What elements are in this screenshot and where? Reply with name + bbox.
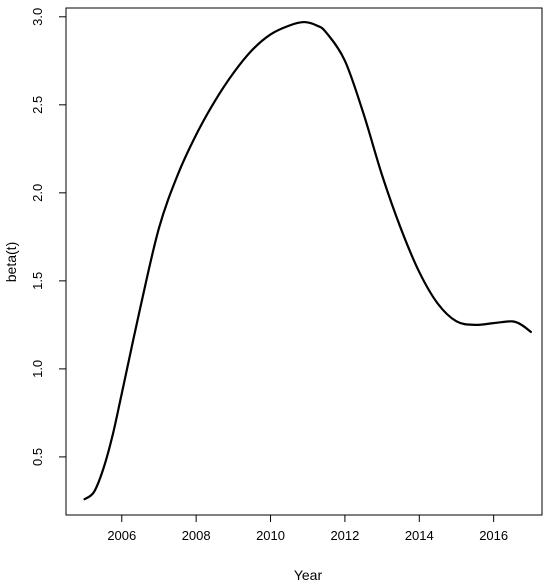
x-tick-label: 2012 (330, 528, 359, 543)
plot-frame (65, 7, 543, 516)
y-tick-label: 3.0 (30, 8, 45, 26)
x-tick-label: 2008 (182, 528, 211, 543)
y-tick-label: 1.0 (30, 360, 45, 378)
y-tick-label: 2.5 (30, 96, 45, 114)
x-tick-label: 2016 (479, 528, 508, 543)
y-tick-label: 1.5 (30, 272, 45, 290)
y-axis-label: beta(t) (3, 242, 19, 282)
x-tick-label: 2006 (107, 528, 136, 543)
x-axis: 2006 2008 2010 2012 2014 2016 (107, 515, 508, 543)
y-tick-label: 0.5 (30, 448, 45, 466)
y-tick-label: 2.0 (30, 184, 45, 202)
series-line-beta (83, 20, 532, 501)
x-tick-label: 2014 (405, 528, 434, 543)
x-tick-label: 2010 (256, 528, 285, 543)
x-axis-label: Year (294, 567, 323, 583)
y-axis: 0.5 1.0 1.5 2.0 2.5 3.0 (30, 8, 66, 466)
